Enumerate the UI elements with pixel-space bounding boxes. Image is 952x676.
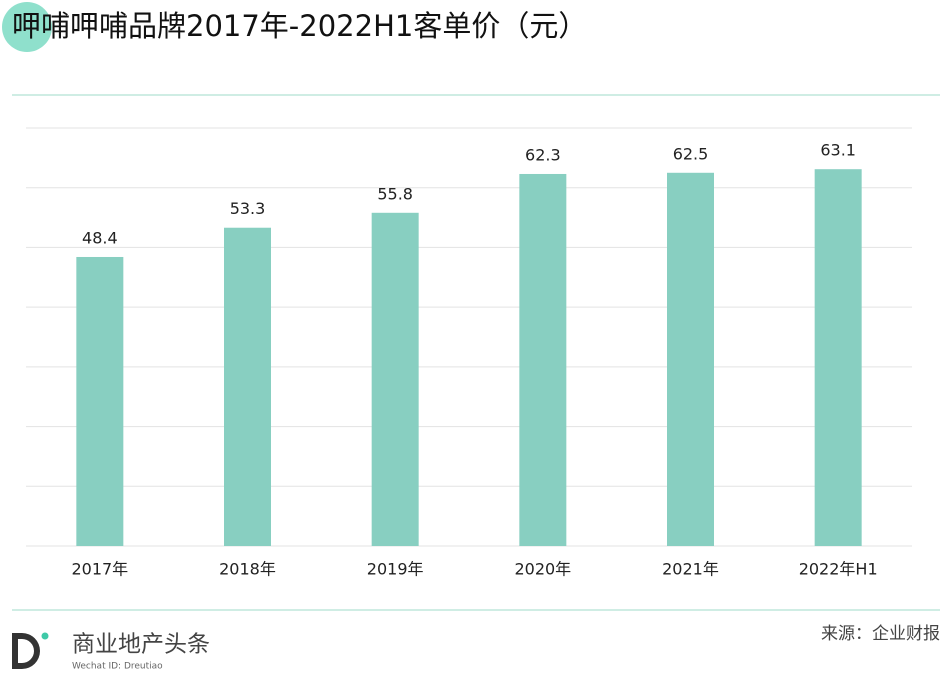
- wechat-id: Wechat ID: Dreutiao: [72, 662, 163, 672]
- value-label: 63.1: [820, 141, 856, 160]
- bar: [519, 173, 567, 547]
- bar: [76, 256, 124, 546]
- x-tick-label: 2018年: [219, 560, 276, 579]
- x-tick-label: 2017年: [71, 560, 128, 579]
- bar: [667, 172, 714, 547]
- x-tick-label: 2019年: [367, 560, 424, 579]
- source: 来源：企业财报: [821, 624, 940, 644]
- title-dot: [2, 2, 52, 52]
- chart-title: 呷哺呷哺品牌2017年-2022H1客单价（元）: [12, 9, 587, 43]
- bar: [814, 169, 862, 546]
- bar: [371, 212, 419, 546]
- value-label: 53.3: [230, 199, 266, 218]
- value-label: 62.3: [525, 145, 561, 164]
- x-tick-label: 2021年: [662, 560, 719, 579]
- value-label: 48.4: [82, 228, 118, 247]
- x-tick-label: 2022年H1: [799, 560, 878, 579]
- bar: [224, 227, 271, 547]
- brand: 商业地产头条: [72, 632, 210, 658]
- x-tick-label: 2020年: [514, 560, 571, 579]
- value-label: 62.5: [673, 144, 709, 163]
- value-label: 55.8: [377, 184, 413, 203]
- logo: [12, 632, 49, 669]
